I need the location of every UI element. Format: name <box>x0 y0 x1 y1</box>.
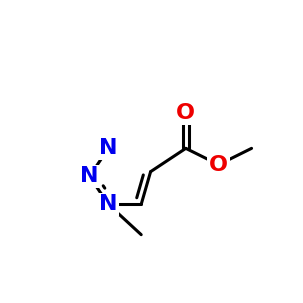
Text: N: N <box>80 166 99 186</box>
Text: N: N <box>99 194 118 214</box>
Text: O: O <box>176 103 195 123</box>
Text: O: O <box>209 155 228 175</box>
Text: N: N <box>99 138 118 158</box>
